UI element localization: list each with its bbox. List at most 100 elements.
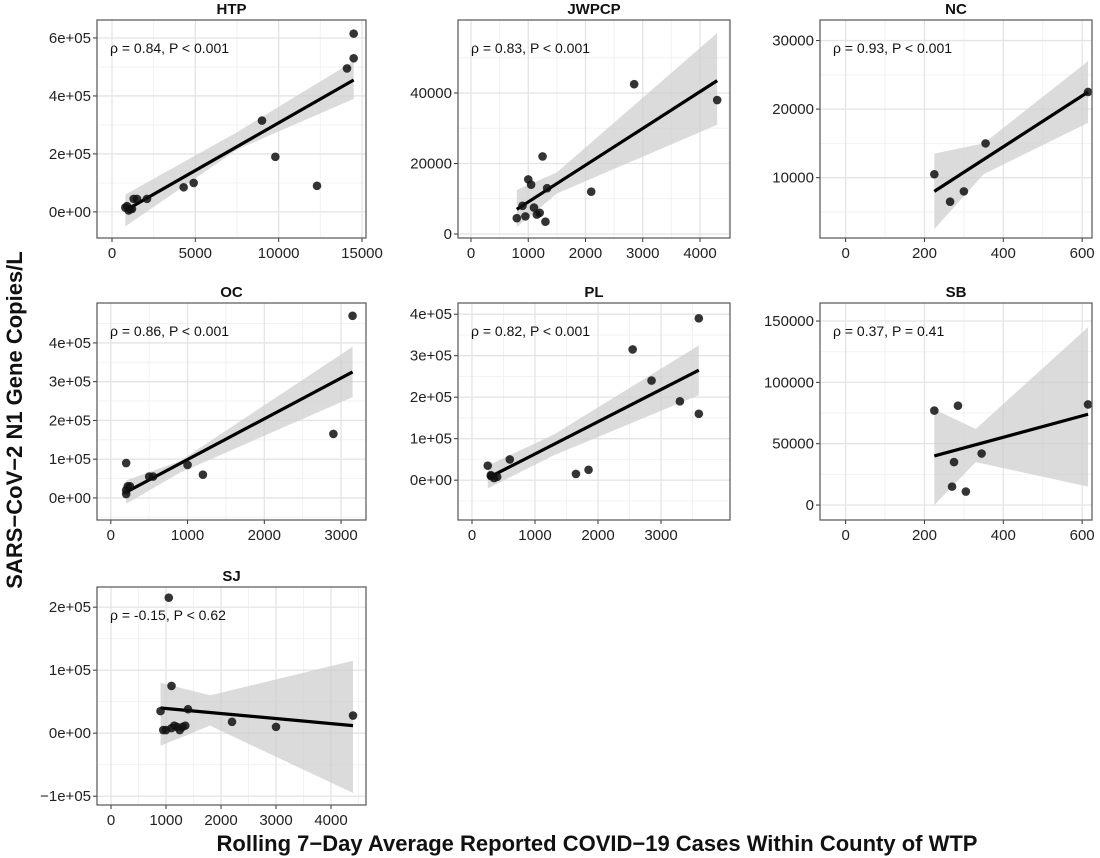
x-tick-label: 1000 [512, 245, 545, 262]
y-tick-label: 2e+05 [49, 599, 91, 616]
data-point [628, 345, 637, 354]
data-point [629, 79, 639, 89]
x-tick-label: 400 [991, 245, 1016, 262]
panel-title: OC [220, 284, 243, 301]
y-tick-label: 20000 [772, 101, 814, 118]
y-tick-label: 100000 [764, 374, 814, 391]
data-point [930, 406, 939, 415]
y-tick-label: 40000 [410, 85, 452, 102]
data-point [329, 429, 338, 439]
panel-border [96, 19, 367, 239]
data-point [125, 481, 135, 491]
regression-line [933, 412, 1089, 458]
data-point [132, 194, 142, 204]
x-tick-label: 200 [912, 245, 937, 262]
regression-line [487, 368, 700, 480]
data-point [127, 204, 137, 214]
data-point [512, 213, 522, 223]
data-point [180, 721, 190, 730]
data-point [227, 717, 237, 727]
confidence-band [126, 346, 353, 504]
x-tick-label: 2000 [581, 527, 614, 544]
confidence-band [160, 660, 354, 794]
x-tick-label: 0 [108, 245, 116, 262]
y-tick-label: 0e+00 [49, 490, 91, 507]
x-tick-label: 3000 [626, 245, 659, 262]
panel-title: PL [584, 284, 603, 301]
data-point [342, 64, 352, 73]
y-tick-label: 4e+05 [49, 88, 91, 105]
y-tick-label: 10000 [772, 170, 814, 187]
y-tick-label: 2e+05 [410, 389, 452, 406]
y-tick-label: 4e+05 [410, 306, 452, 323]
panel-border [96, 302, 367, 521]
regression-line [124, 78, 355, 212]
regression-line [125, 370, 354, 494]
panel-title: JWPCP [567, 1, 620, 18]
correlation-annotation: ρ = 0.86, P < 0.001 [110, 323, 229, 339]
panel-border [819, 302, 1093, 521]
correlation-annotation: ρ = 0.82, P < 0.001 [471, 323, 590, 339]
panel-border [457, 19, 731, 239]
panel-sb: 0 200 400 600 0 50000 100000 150000 ρ = 0.37, P … [764, 284, 1095, 544]
x-tick-label: 0 [468, 527, 476, 544]
data-point [518, 201, 527, 211]
data-point [257, 116, 267, 125]
correlation-annotation: ρ = -0.15, P < 0.62 [110, 607, 226, 623]
x-tick-label: 600 [1070, 245, 1095, 262]
x-tick-label: 0 [841, 245, 849, 262]
y-tick-label: 3e+05 [49, 374, 91, 391]
data-point [148, 472, 158, 481]
data-point [675, 397, 685, 406]
correlation-annotation: ρ = 0.37, P = 0.41 [833, 323, 944, 339]
y-tick-label: 30000 [772, 33, 814, 50]
x-tick-label: 2000 [248, 527, 281, 544]
data-point [959, 187, 969, 196]
data-point [945, 197, 955, 206]
regression-line [933, 90, 1089, 193]
panel-pl: 0 1000 2000 3000 0e+00 1e+05 2e+05 3e+05 4e+05 ρ … [410, 284, 731, 544]
data-point [349, 53, 358, 63]
x-tick-label: 0 [841, 527, 849, 544]
data-point [121, 458, 131, 468]
data-point [961, 487, 971, 496]
panel-nc: 0 200 400 600 10000 20000 30000 ρ = 0.93, P < 0… [772, 1, 1094, 262]
y-tick-label: 3e+05 [410, 348, 452, 365]
y-tick-label: 2e+05 [49, 412, 91, 429]
y-tick-label: 4e+05 [49, 335, 91, 352]
data-point [586, 187, 596, 197]
data-point [981, 139, 990, 148]
data-point [121, 489, 131, 499]
y-tick-label: 0e+00 [410, 472, 452, 489]
data-point [977, 449, 986, 458]
y-tick-label: 50000 [772, 436, 814, 453]
y-tick-label: 0e+00 [49, 725, 91, 742]
data-point [483, 461, 493, 470]
x-tick-label: 0 [467, 245, 475, 262]
x-tick-label: 10000 [258, 245, 300, 262]
data-point [947, 482, 957, 491]
y-tick-label: 0e+00 [49, 204, 91, 221]
confidence-band [934, 327, 1089, 506]
y-tick-label: 1e+05 [49, 451, 91, 468]
x-tick-label: 3000 [324, 527, 357, 544]
panel-title: NC [945, 1, 967, 18]
data-point [179, 182, 188, 192]
x-tick-label: 2000 [569, 245, 602, 262]
y-axis-label: SARS−CoV−2 N1 Gene Copies/L [2, 251, 27, 588]
x-axis-label: Rolling 7−Day Average Reported COVID−19 … [217, 831, 978, 856]
panel-oc: 0 1000 2000 3000 0e+00 1e+05 2e+05 3e+05 4e+05 ρ … [49, 284, 367, 544]
y-tick-label: 1e+05 [49, 662, 91, 679]
data-point [1083, 400, 1093, 409]
panel-border [96, 586, 367, 806]
data-point [949, 457, 959, 467]
x-tick-label: 3000 [259, 812, 292, 829]
data-point [312, 181, 322, 191]
data-point [183, 460, 192, 470]
regression-line [160, 706, 354, 728]
y-tick-label: 6e+05 [49, 30, 91, 47]
y-tick-label: 20000 [410, 155, 452, 172]
data-point [142, 194, 152, 204]
